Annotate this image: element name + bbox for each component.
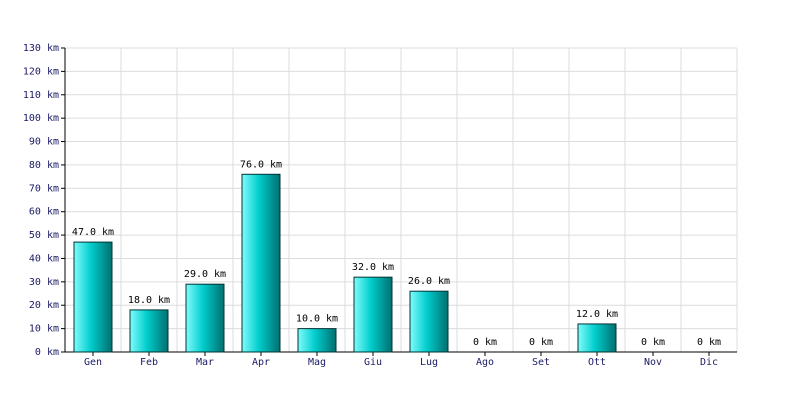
y-tick-label: 80 km	[29, 160, 59, 171]
y-tick-label: 100 km	[23, 113, 59, 124]
value-label: 32.0 km	[352, 262, 394, 273]
value-label: 10.0 km	[296, 314, 338, 325]
x-tick-label: Dic	[700, 357, 718, 368]
y-tick-label: 110 km	[23, 90, 59, 101]
y-tick-label: 10 km	[29, 324, 59, 335]
bar	[297, 328, 337, 353]
x-tick-label: Lug	[420, 357, 438, 368]
x-tick-label: Mar	[196, 357, 214, 368]
bar	[353, 276, 393, 353]
y-tick-label: 40 km	[29, 253, 59, 264]
value-label: 0 km	[697, 337, 721, 348]
value-label: 0 km	[473, 337, 497, 348]
y-tick-label: 90 km	[29, 137, 59, 148]
value-label: 47.0 km	[72, 227, 114, 238]
x-tick-label: Giu	[364, 357, 382, 368]
bar	[129, 309, 169, 353]
bar	[577, 323, 617, 353]
value-label: 18.0 km	[128, 295, 170, 306]
x-tick-label: Mag	[308, 357, 326, 368]
y-tick-label: 70 km	[29, 183, 59, 194]
bar	[73, 241, 113, 353]
bar	[185, 283, 225, 353]
y-tick-label: 30 km	[29, 277, 59, 288]
y-tick-label: 60 km	[29, 207, 59, 218]
x-tick-label: Nov	[644, 357, 662, 368]
value-label: 0 km	[529, 337, 553, 348]
x-tick-label: Apr	[252, 357, 270, 368]
y-tick-label: 130 km	[23, 43, 59, 54]
x-tick-label: Gen	[84, 357, 102, 368]
x-tick-label: Feb	[140, 357, 158, 368]
y-tick-label: 0 km	[35, 347, 59, 358]
x-tick-label: Ott	[588, 357, 606, 368]
y-tick-label: 50 km	[29, 230, 59, 241]
x-tick-label: Ago	[476, 357, 494, 368]
value-label: 0 km	[641, 337, 665, 348]
value-label: 76.0 km	[240, 159, 282, 170]
bar	[409, 290, 449, 353]
y-tick-label: 20 km	[29, 300, 59, 311]
bar	[241, 173, 281, 353]
x-tick-label: Set	[532, 357, 550, 368]
value-label: 29.0 km	[184, 269, 226, 280]
y-tick-label: 120 km	[23, 66, 59, 77]
value-label: 12.0 km	[576, 309, 618, 320]
value-label: 26.0 km	[408, 276, 450, 287]
